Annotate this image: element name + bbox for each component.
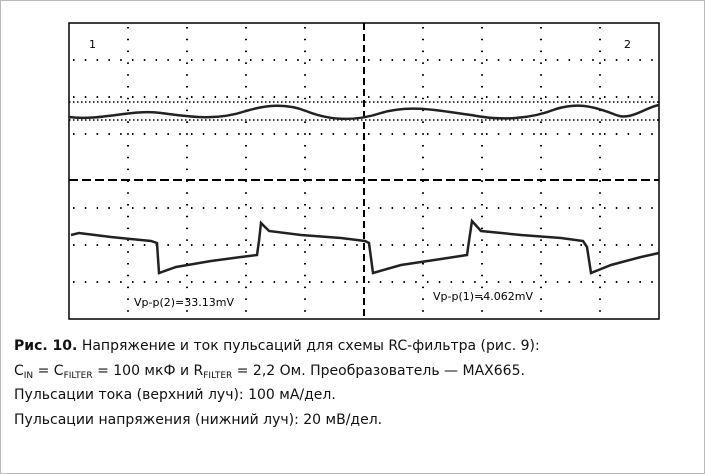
subscript: FILTER — [64, 371, 93, 381]
caption-line: CIN = CFILTER = 100 мкФ и RFILTER = 2,2 … — [14, 359, 540, 384]
oscilloscope-screen: 1 2 Vp-p(2)=33.13mV Vp-p(1)=4.062mV — [1, 1, 705, 331]
channel-label: 2 — [624, 38, 631, 51]
caption-line: Пульсации напряжения (нижний луч): 20 мВ… — [14, 408, 540, 433]
subscript: IN — [24, 371, 33, 381]
text: = 2,2 Ом. Преобразователь — MAX665. — [232, 363, 525, 379]
caption-line: Пульсации тока (верхний луч): 100 мА/дел… — [14, 383, 540, 408]
text: = C — [33, 363, 63, 379]
text: C — [14, 363, 24, 379]
measurement: Vp-p(1)=4.062mV — [433, 290, 533, 303]
subscript: FILTER — [203, 371, 232, 381]
caption: Рис. 10. Напряжение и ток пульсаций для … — [14, 334, 540, 432]
caption-line: Рис. 10. Напряжение и ток пульсаций для … — [14, 334, 540, 359]
text: = 100 мкФ и R — [93, 363, 204, 379]
caption-title: Напряжение и ток пульсаций для схемы RC-… — [77, 338, 539, 354]
measurement: Vp-p(2)=33.13mV — [134, 296, 234, 309]
channel-label: 1 — [89, 38, 96, 51]
figure-label: Рис. 10. — [14, 338, 77, 354]
page: 1 2 Vp-p(2)=33.13mV Vp-p(1)=4.062mV Рис.… — [0, 0, 705, 474]
